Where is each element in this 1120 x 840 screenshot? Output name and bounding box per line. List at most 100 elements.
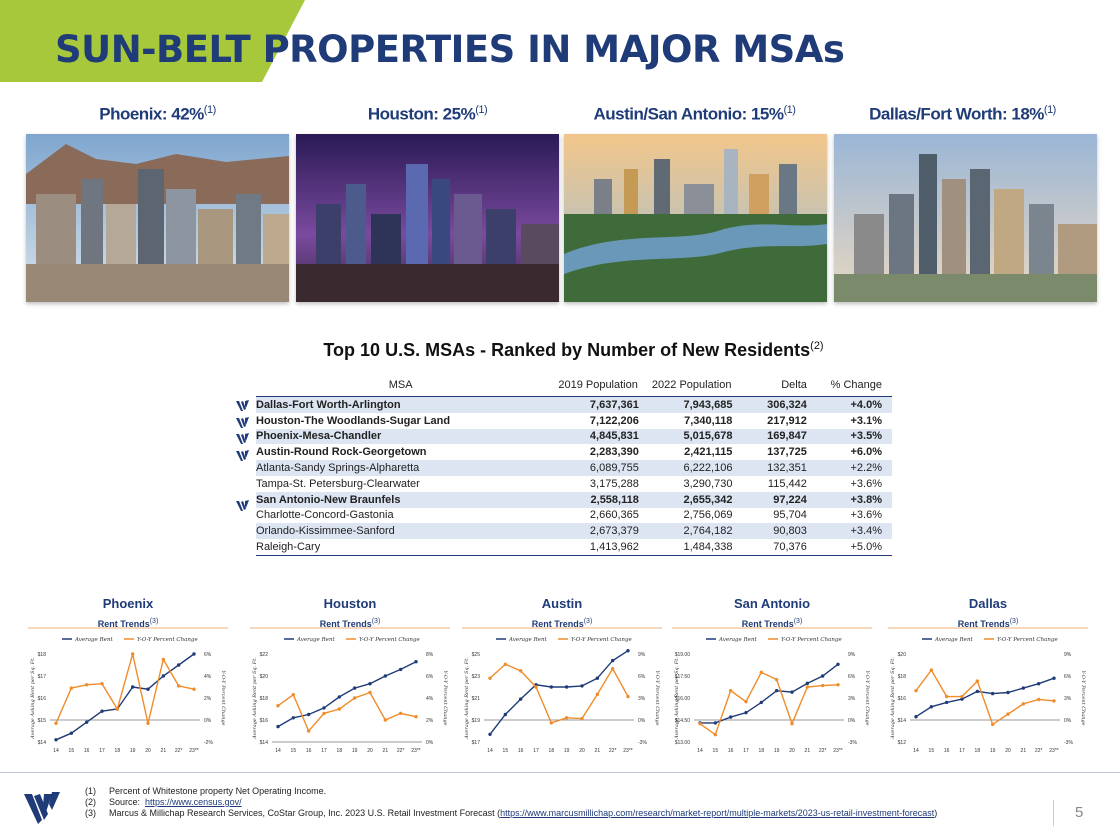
x-tick-label: 17	[99, 748, 105, 754]
yoy-change-point	[192, 687, 196, 691]
x-tick-label: 21	[595, 748, 601, 754]
dallas-skyline-photo	[834, 134, 1097, 302]
chart-title: Houston	[323, 596, 377, 611]
average-rent-line	[700, 663, 839, 724]
y2-tick-label: 0%	[426, 740, 434, 746]
marcus-millichap-link[interactable]: https://www.marcusmillichap.com/research…	[500, 808, 935, 818]
header-2019: 2019 Population	[545, 374, 639, 397]
average-rent-point	[503, 712, 508, 717]
yoy-change-point	[69, 686, 74, 690]
yoy-change-point	[990, 722, 995, 727]
x-tick-label: 20	[367, 748, 373, 754]
table-row: San Antonio-New Braunfels 2,558,118 2,655,…	[256, 491, 892, 508]
yoy-change-point	[518, 669, 523, 673]
x-tick-label: 19	[130, 748, 136, 754]
y2-tick-label: 4%	[204, 674, 212, 680]
y-tick-label: $20	[260, 674, 269, 680]
y-tick-label: $13.00	[675, 740, 691, 746]
y2-axis-label: Y-O-Y Percent Change	[220, 670, 226, 725]
cell-2019: 7,122,206	[589, 414, 639, 427]
yoy-change-line	[699, 671, 839, 736]
average-rent-point	[192, 652, 196, 656]
y-tick-label: $14	[898, 718, 907, 724]
y-tick-label: $18	[38, 652, 47, 658]
y2-tick-label: 3%	[1064, 696, 1072, 702]
cell-msa: Austin-Round Rock-Georgetown	[256, 446, 427, 459]
yoy-change-point	[337, 707, 342, 711]
y2-tick-label: 0%	[848, 718, 856, 724]
y-axis-label: Average Asking Rent per Sq. Ft.	[252, 657, 258, 740]
census-link[interactable]: https://www.census.gov/	[145, 797, 242, 807]
y2-tick-label: 8%	[426, 652, 434, 658]
msa-table: MSA 2019 Population 2022 Population Delt…	[256, 374, 892, 556]
y2-tick-label: 9%	[638, 652, 646, 658]
cell-2022: 6,222,106	[638, 460, 733, 476]
cell-pct: +2.2%	[806, 460, 892, 476]
cell-2022: 1,484,338	[638, 539, 733, 556]
header-pct: % Change	[806, 374, 892, 397]
whitestone-mark-icon	[236, 499, 249, 511]
average-rent-point	[944, 700, 949, 705]
cell-2022: 5,015,678	[638, 428, 733, 445]
average-rent-point	[960, 697, 964, 701]
average-rent-point	[100, 709, 104, 713]
y2-tick-label: -3%	[848, 740, 857, 746]
y-axis-label: Average Asking Rent per Sq. Ft.	[464, 657, 470, 740]
x-tick-label: 14	[275, 748, 281, 754]
x-tick-label: 19	[774, 748, 780, 754]
x-tick-label: 18	[115, 748, 121, 754]
x-tick-label: 18	[337, 748, 343, 754]
average-rent-point	[368, 682, 372, 686]
x-tick-label: 16	[944, 748, 950, 754]
cell-delta: 95,704	[773, 509, 807, 522]
legend-label: Y-O-Y Percent Change	[359, 637, 420, 643]
x-tick-label: 21	[161, 748, 167, 754]
yoy-change-point	[534, 685, 538, 689]
yoy-change-point	[626, 694, 630, 699]
average-rent-point	[549, 685, 554, 689]
y2-tick-label: 3%	[848, 696, 856, 702]
average-rent-point	[54, 738, 58, 742]
y2-tick-label: 6%	[1064, 674, 1072, 680]
x-tick-label: 20	[789, 748, 795, 754]
y-tick-label: $19	[472, 718, 481, 724]
average-rent-point	[759, 700, 764, 705]
yoy-change-point	[774, 677, 779, 682]
cell-pct: +6.0%	[850, 446, 883, 459]
yoy-change-point	[929, 668, 934, 672]
average-rent-point	[929, 705, 934, 709]
table-row: Austin-Round Rock-Georgetown 2,283,390 2,4…	[256, 444, 892, 460]
cell-2019: 2,558,118	[545, 491, 639, 508]
legend-label: Average Rent	[508, 637, 547, 643]
y-tick-label: $14	[260, 740, 269, 746]
x-tick-label: 16	[84, 748, 90, 754]
x-tick-label: 15	[929, 748, 935, 754]
average-rent-point	[610, 658, 615, 663]
x-tick-label: 16	[518, 748, 524, 754]
legend-label: Y-O-Y Percent Change	[137, 637, 198, 643]
legend-label: Average Rent	[934, 637, 973, 643]
cell-delta: 97,224	[732, 491, 807, 508]
chart-subtitle: Rent Trends(3)	[97, 618, 159, 629]
table-row: Phoenix-Mesa-Chandler 4,845,831 5,015,678 1…	[256, 428, 892, 445]
average-rent-point	[84, 720, 89, 724]
whitestone-mark-icon	[236, 416, 249, 428]
table-row: Houston-The Woodlands-Sugar Land 7,122,20…	[256, 413, 892, 429]
y2-tick-label: 9%	[1064, 652, 1072, 658]
y2-tick-label: 6%	[204, 652, 212, 658]
y-tick-label: $16	[38, 696, 47, 702]
x-tick-label: 18	[549, 748, 555, 754]
y-tick-label: $21	[472, 696, 481, 702]
y2-tick-label: 3%	[638, 696, 646, 702]
whitestone-mark-icon	[236, 449, 249, 461]
average-rent-point	[306, 712, 311, 717]
y-tick-label: $25	[472, 652, 481, 658]
table-row: Charlotte-Concord-Gastonia 2,660,365 2,756…	[256, 508, 892, 524]
cell-msa: Raleigh-Cary	[256, 539, 546, 556]
cell-2022: 2,655,342	[638, 491, 733, 508]
chart-subtitle: Rent Trends(3)	[319, 618, 381, 629]
y2-tick-label: 6%	[848, 674, 856, 680]
average-rent-point	[595, 676, 600, 680]
cell-2019: 1,413,962	[545, 539, 639, 556]
cell-pct: +3.4%	[806, 523, 892, 540]
